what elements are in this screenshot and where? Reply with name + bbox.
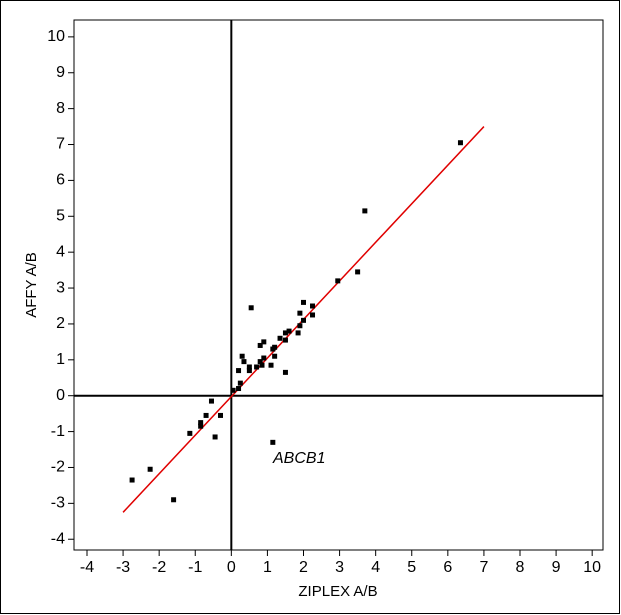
y-tick-label: 2 xyxy=(56,315,65,332)
x-tick-label: 7 xyxy=(479,559,488,576)
y-axis-label: AFFY A/B xyxy=(23,252,40,318)
y-tick-label: 10 xyxy=(47,28,65,45)
point xyxy=(282,337,288,343)
point xyxy=(270,439,276,445)
point xyxy=(300,317,306,323)
y-tick-label: 6 xyxy=(56,172,65,189)
point xyxy=(198,423,204,429)
point xyxy=(257,359,263,365)
point xyxy=(236,386,242,392)
x-tick-label: -1 xyxy=(188,559,202,576)
point xyxy=(310,303,316,309)
x-tick-label: -4 xyxy=(80,559,94,576)
point xyxy=(261,355,267,361)
y-tick-label: -4 xyxy=(51,530,65,547)
y-tick-label: 9 xyxy=(56,64,65,81)
point xyxy=(237,380,243,386)
y-tick-label: 0 xyxy=(56,387,65,404)
x-tick-label: 9 xyxy=(552,559,561,576)
point xyxy=(257,342,263,348)
point xyxy=(272,353,278,359)
point xyxy=(355,269,361,275)
x-tick-label: 6 xyxy=(443,559,452,576)
point xyxy=(129,477,135,483)
y-tick-label: -3 xyxy=(51,495,65,512)
point xyxy=(300,299,306,305)
plot-frame xyxy=(73,19,604,551)
point xyxy=(248,305,254,311)
x-tick-label: -2 xyxy=(152,559,166,576)
point xyxy=(310,312,316,318)
y-tick-label: 8 xyxy=(56,100,65,117)
point xyxy=(203,412,209,418)
y-tick-label: 7 xyxy=(56,136,65,153)
y-tick-label: 3 xyxy=(56,279,65,296)
point xyxy=(286,328,292,334)
x-tick-label: 10 xyxy=(583,559,601,576)
point xyxy=(261,339,267,345)
y-tick-label: 4 xyxy=(56,243,65,260)
x-tick-label: -3 xyxy=(116,559,130,576)
point xyxy=(254,364,260,370)
y-tick-label: 5 xyxy=(56,208,65,225)
point xyxy=(198,420,204,426)
point xyxy=(457,140,463,146)
point xyxy=(241,359,247,365)
x-axis-label: ZIPLEX A/B xyxy=(298,583,377,600)
x-tick-label: 5 xyxy=(407,559,416,576)
y-tick-label: -1 xyxy=(51,423,65,440)
point xyxy=(230,387,236,393)
x-tick-label: 2 xyxy=(299,559,308,576)
point xyxy=(236,368,242,374)
point xyxy=(277,335,283,341)
point xyxy=(259,362,265,368)
point xyxy=(282,369,288,375)
x-tick-label: 0 xyxy=(227,559,236,576)
point xyxy=(208,398,214,404)
point xyxy=(268,362,274,368)
x-tick-label: 8 xyxy=(516,559,525,576)
point xyxy=(239,353,245,359)
point xyxy=(362,208,368,214)
y-tick-label: -2 xyxy=(51,459,65,476)
point xyxy=(295,330,301,336)
point xyxy=(297,310,303,316)
point xyxy=(212,434,218,440)
point xyxy=(246,368,252,374)
x-tick-label: 3 xyxy=(335,559,344,576)
point xyxy=(187,430,193,436)
y-tick-label: 1 xyxy=(56,351,65,368)
annotation: ABCB1 xyxy=(272,450,325,467)
x-tick-label: 1 xyxy=(263,559,272,576)
point xyxy=(282,330,288,336)
x-tick-label: 4 xyxy=(371,559,380,576)
point xyxy=(335,278,341,284)
point xyxy=(270,346,276,352)
point xyxy=(147,466,153,472)
point xyxy=(218,412,224,418)
point xyxy=(171,497,177,503)
point xyxy=(297,323,303,329)
point xyxy=(246,364,252,370)
